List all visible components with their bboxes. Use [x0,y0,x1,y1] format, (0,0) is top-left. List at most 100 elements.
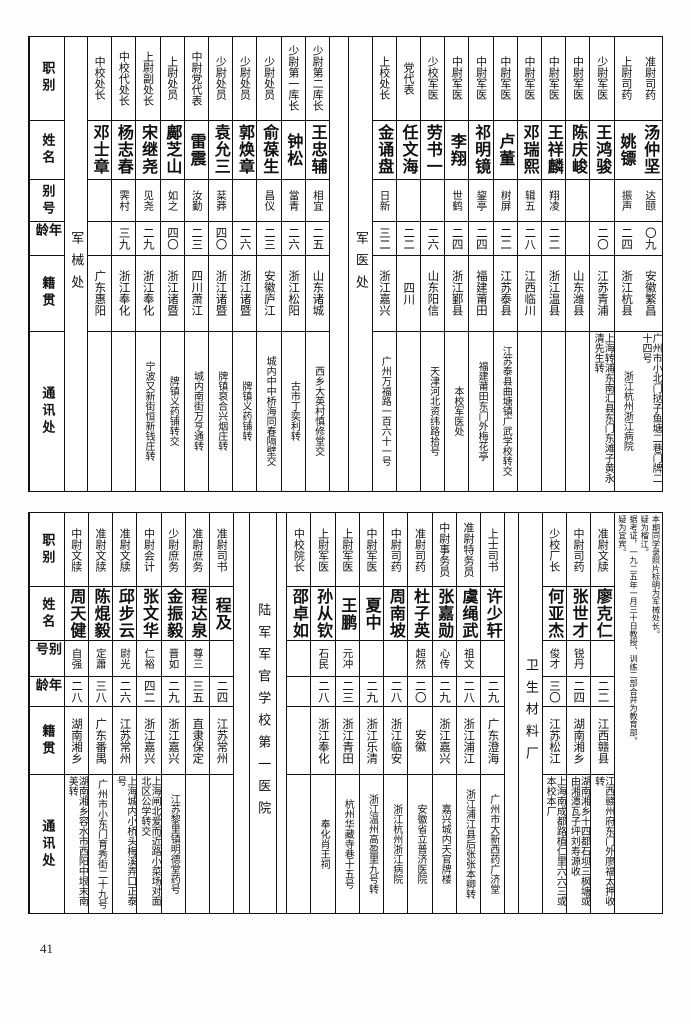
row-label-age: 年龄 [30,677,64,707]
cell-native: 浙江诸暨 [208,256,233,332]
cell-native: 浙江温县 [542,256,566,332]
cell-title: 中校院长 [287,513,311,587]
cell-name: 虞绳武 [456,587,480,641]
cell-native: 浙江临安 [384,707,408,775]
cell-name: 王忠辅 [305,121,330,181]
cell-age: 二六 [233,222,257,257]
cell-age: 四〇 [160,222,184,257]
group-label: 军械处 [68,231,84,297]
cell-title: 少尉庶务 [161,513,185,587]
group-label: 陆军军官学校第一医院 [255,603,271,823]
person-column: 少尉第二库长 王忠辅 相宜 二五 山东诸城 西乡大英村慎修堂交 [304,37,330,491]
cell-age: 四二 [137,677,161,707]
cell-title: 中尉军医 [517,37,542,121]
cell-title: 上尉处员 [160,37,184,121]
cell-address: 牌镇裒合兴烟庄转 [215,371,227,452]
cell-age: 二八 [517,222,542,257]
footnote-line: 本期同学录照片标明为军械处长。 [650,515,661,638]
person-column: 中尉司药 张世才 锐丹 二四 湖南湘乡 湖南湘乡十四都石坝三枫塘或由湘潭瓦子坪刘寿源收 [565,513,590,913]
person-column: 中校院长 邵卓如 [286,513,311,913]
person-column: 中尉事务员 张嘉勋 心传 二九 浙江嘉兴 嘉兴城内天官牌楼 [431,513,456,913]
person-column: 准尉司药 杜子英 超然 二〇 安徽 安徽省立普济医院 [407,513,432,913]
cell-name: 张嘉勋 [432,587,456,641]
cell-address: 奉化肖王祠 [318,819,330,869]
cell-address: 浙江温州高盈里九号转 [366,794,378,894]
cell-alias: 晋如 [161,641,185,677]
cell-name: 鄺芝山 [160,121,184,181]
cell-alias: 棻莽 [208,180,233,223]
cell-native: 湖南湘乡 [566,707,590,775]
cell-native: 浙江杭县 [614,256,638,332]
group-label-column: 军医处 [348,37,371,491]
cell-name: 任文海 [396,121,420,181]
cell-title: 少尉第一库长 [281,37,305,121]
cell-age: 三九 [112,222,136,257]
group-label-column: 陆军军官学校第一医院 [248,513,276,913]
cell-address: 江苏黎里镇明德堂药号 [168,794,180,894]
cell-age: 二九 [432,677,456,707]
cell-native: 浙江鄞县 [445,256,469,332]
person-column: 上尉处员 鄺芝山 如之 四〇 浙江诸暨 牌镇义药铺转交 [159,37,184,491]
cell-title: 上尉军医 [335,513,359,587]
cell-native: 浙江奉化 [311,707,335,775]
cell-title: 准尉司药 [408,513,432,587]
cell-age: 二四 [209,677,234,707]
cell-name: 孙从钦 [311,587,335,641]
cell-title: 中尉司药 [384,513,408,587]
row-label-title: 职别 [30,513,64,587]
cell-title: 准尉文牍 [88,513,113,587]
cell-name: 雷震 [184,121,208,181]
cell-alias: 祖文 [456,641,480,677]
row-label-native: 籍贯 [30,707,64,775]
cell-native: 浙江诸暨 [233,256,257,332]
cell-name: 王祥麟 [542,121,566,181]
cell-alias [420,180,445,223]
person-column: 准尉司书 程及 二四 江苏常州 [208,513,234,913]
cell-title: 准尉司药 [637,37,662,121]
cell-native: 安徽繁昌 [637,256,662,332]
person-column: 中校处长 邓士章 广东惠阳 [86,37,112,491]
cell-name: 金诵盘 [372,121,396,181]
cell-alias: 汝勤 [184,180,208,223]
cell-age: 二六 [113,677,137,707]
cell-address: 江苏泰县曲塘镇广武学校转交 [500,346,512,477]
cell-address [112,332,135,491]
cell-age: 二九 [359,677,384,707]
cell-name: 杜子英 [408,587,432,641]
cell-native: 安徽庐江 [257,256,281,332]
person-column: 中尉军医 邓瑞熙 辑五 二八 江西临川 [516,37,542,491]
cell-address: 城内中中桥海同春隔壁交 [264,356,276,467]
cell-address: 湖南湘乡容水市西阳中垠末南美转 [66,776,88,906]
cell-alias: 相宜 [305,180,330,223]
cell-title: 少尉处员 [257,37,281,121]
cell-address: 广州市大新西药广济堂 [487,794,499,894]
cell-title: 中尉司药 [566,513,590,587]
cell-age: 二四 [469,222,493,257]
roster-table-ordnance-medical: 职别 姓名 别号 年龄 籍贯 通讯处 军械处 中校处长 邓士章 广东惠阳 中校代处长 杨志春 霁村 三九浙… [28,36,663,492]
cell-alias [287,641,311,677]
cell-title: 上校处长 [372,37,396,121]
cell-title: 少校军医 [420,37,445,121]
cell-address: 安徽省立普济医院 [415,804,426,884]
cell-name: 邓士章 [87,121,112,181]
cell-title: 中尉军医 [445,37,469,121]
cell-title: 准尉文牍 [590,513,615,587]
row-label-address: 通讯处 [39,385,55,437]
row-label-alias: 别号 [30,180,64,223]
cell-age: 三二 [372,222,396,257]
cell-alias: 元冲 [335,641,359,677]
cell-title: 少校厂长 [542,513,566,587]
cell-address: 浙江杭州浙江病院 [621,371,633,452]
cell-age [287,677,311,707]
cell-name: 杨志春 [112,121,136,181]
cell-age: 二六 [281,222,305,257]
cell-name: 张世才 [566,587,590,641]
cell-name: 陈焜毅 [88,587,113,641]
person-column: 少尉第一库长 钟松 當青 二六 浙江松阳 古市丁奕利转 [280,37,305,491]
row-label-name: 姓名 [30,121,64,181]
cell-native: 浙江松阳 [281,256,305,332]
spacer-column [233,513,249,913]
cell-alias [590,641,615,677]
cell-native: 浙江青田 [335,707,359,775]
